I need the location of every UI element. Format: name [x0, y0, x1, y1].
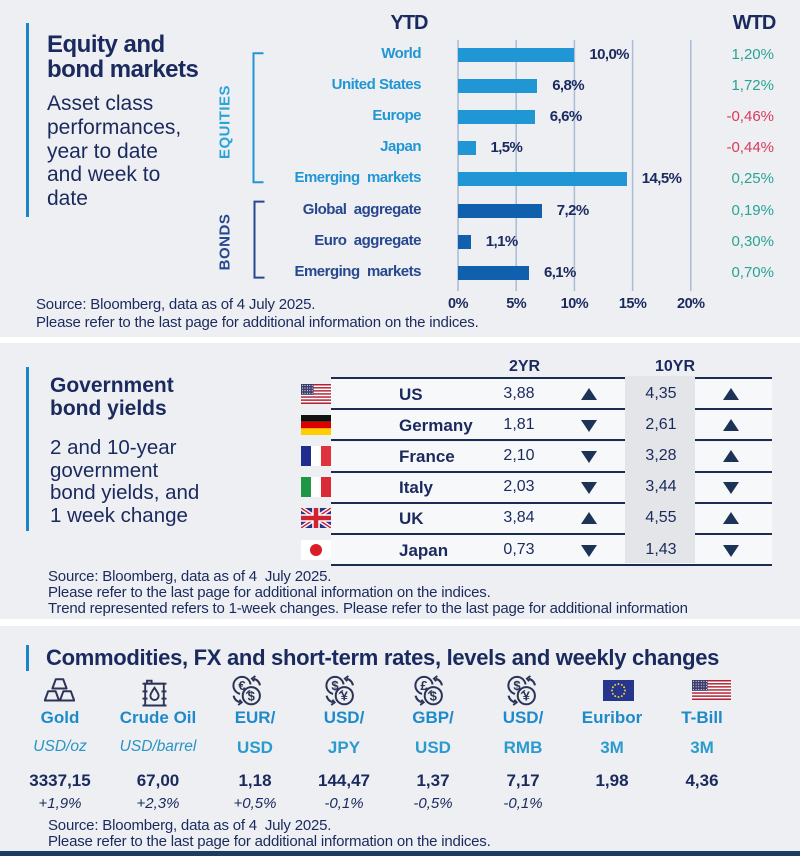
- svg-text:$: $: [331, 678, 339, 693]
- svg-text:£: £: [420, 678, 428, 693]
- svg-text:$: $: [429, 688, 437, 703]
- svg-text:$: $: [514, 678, 522, 693]
- svg-text:¥: ¥: [341, 688, 349, 703]
- svg-text:$: $: [247, 688, 255, 703]
- svg-text:¥: ¥: [523, 688, 531, 703]
- svg-text:€: €: [238, 678, 245, 693]
